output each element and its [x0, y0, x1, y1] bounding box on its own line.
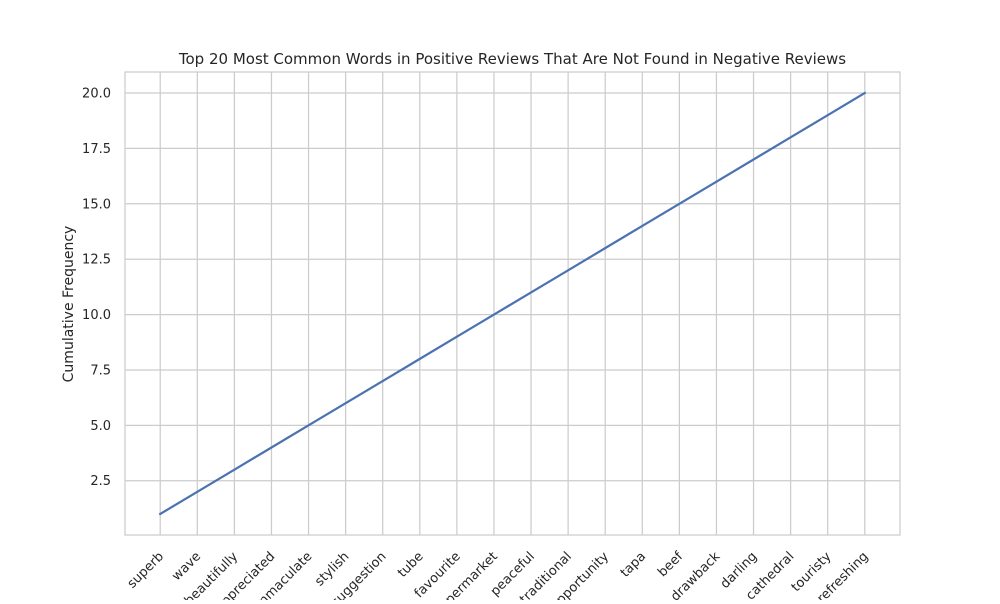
x-tick-label: tube [395, 549, 427, 581]
data-point [530, 291, 532, 293]
plot-frame [124, 71, 901, 536]
y-axis-label: Cumulative Frequency [61, 226, 77, 383]
data-point [567, 269, 569, 271]
data-point [382, 380, 384, 382]
series-layer [158, 91, 867, 516]
x-tick-label: wave [169, 549, 204, 584]
data-point [641, 225, 643, 227]
data-point [790, 136, 792, 138]
data-point [604, 247, 606, 249]
data-point [159, 513, 161, 515]
y-tick-label: 20.0 [82, 87, 111, 102]
chart-title: Top 20 Most Common Words in Positive Rev… [178, 50, 846, 68]
y-tick-label: 5.0 [90, 419, 111, 434]
data-point [270, 446, 272, 448]
data-point [827, 114, 829, 116]
data-point [196, 491, 198, 493]
y-tick-label: 17.5 [82, 142, 111, 157]
grid-lines [125, 72, 900, 535]
data-point [864, 92, 866, 94]
x-tick-label: tapa [618, 549, 649, 580]
data-point [419, 358, 421, 360]
x-tick-label: beef [655, 549, 686, 580]
data-point [493, 313, 495, 315]
y-tick-label: 7.5 [90, 363, 111, 378]
data-point [752, 158, 754, 160]
data-point [233, 469, 235, 471]
data-point [715, 181, 717, 183]
series-line [158, 91, 867, 516]
x-tick-label: superb [125, 549, 167, 591]
y-tick-label: 12.5 [82, 253, 111, 268]
y-tick-label: 2.5 [90, 474, 111, 489]
data-point [345, 402, 347, 404]
y-tick-label: 10.0 [82, 308, 111, 323]
data-point [456, 336, 458, 338]
y-tick-label: 15.0 [82, 197, 111, 212]
data-point [307, 424, 309, 426]
data-point [678, 203, 680, 205]
